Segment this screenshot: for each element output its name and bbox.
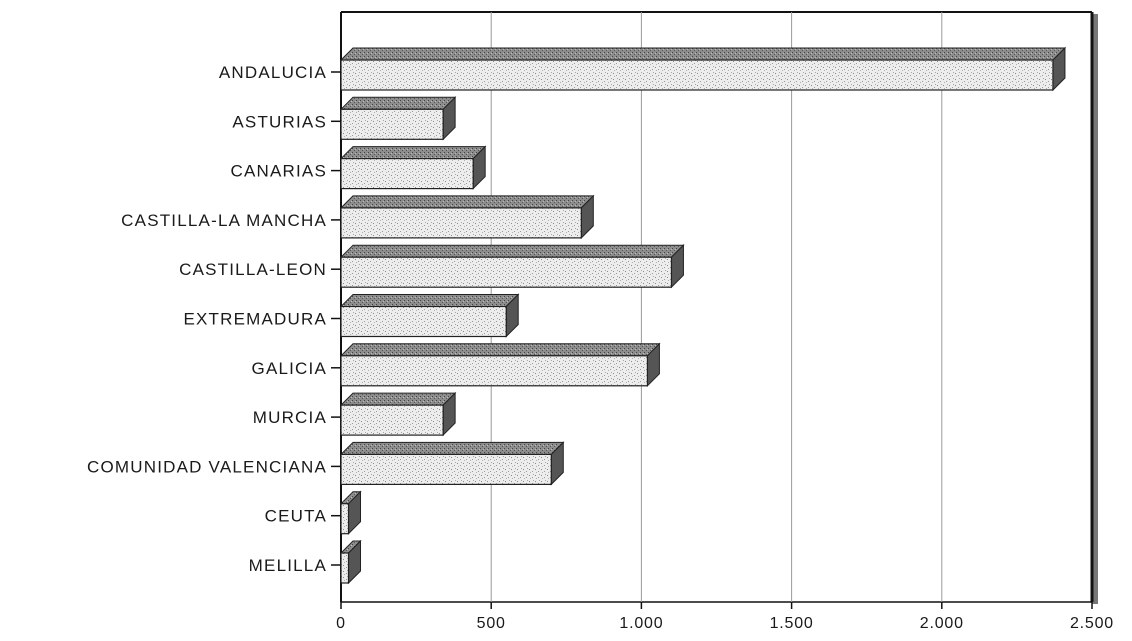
bar [339, 391, 457, 437]
bar [339, 46, 1067, 92]
category-labels: ANDALUCIA ASTURIAS CANARIAS CASTILLA-LA MAN… [87, 63, 341, 575]
bar [339, 243, 685, 289]
x-tick-label: 1.000 [619, 615, 663, 632]
category-label: EXTREMADURA [183, 310, 327, 329]
bar-top-face [339, 244, 685, 258]
bar [339, 96, 457, 141]
bar-front-face [340, 158, 474, 190]
bar-front-face [340, 305, 507, 338]
bar-top-face [339, 343, 661, 357]
gridlines [490, 12, 943, 602]
category-label: GALICIA [252, 359, 327, 378]
category-label: MURCIA [253, 408, 327, 427]
category-label: ASTURIAS [232, 112, 327, 131]
bar-top-face [339, 441, 565, 455]
bar-front-face [340, 108, 444, 140]
bar-top-face [339, 146, 487, 160]
bar-front-face [340, 207, 582, 239]
x-axis-ticks: 0 500 1.000 1.500 2.000 2.500 [336, 602, 1114, 632]
bars [339, 46, 1067, 585]
bar [339, 441, 565, 486]
category-label: MELILLA [249, 556, 327, 575]
category-label: COMUNIDAD VALENCIANA [87, 457, 327, 476]
category-label: ANDALUCIA [219, 63, 327, 82]
bar-top-face [339, 47, 1067, 61]
bar [339, 145, 487, 190]
bar-front-face [340, 256, 673, 288]
frame-shadow [1092, 14, 1098, 604]
bar [339, 293, 520, 338]
bar [339, 539, 362, 585]
bar-top-face [339, 294, 520, 307]
bar [339, 490, 362, 535]
bar-top-face [339, 96, 457, 110]
x-tick-label: 1.500 [770, 615, 814, 632]
bar-front-face [340, 355, 649, 387]
x-tick-label: 500 [477, 615, 506, 632]
category-label: CASTILLA-LEON [179, 260, 327, 279]
bar [339, 342, 661, 388]
x-tick-label: 2.500 [1070, 615, 1114, 632]
x-tick-label: 2.000 [920, 615, 964, 632]
category-label: CANARIAS [230, 162, 327, 181]
bar-front-face [340, 503, 350, 535]
bar-front-face [340, 404, 444, 436]
bar [339, 194, 595, 240]
x-tick-label: 0 [336, 615, 346, 632]
bar-top-face [339, 195, 595, 209]
category-label: CEUTA [265, 507, 327, 526]
bar-front-face [340, 552, 350, 584]
bar-front-face [340, 453, 552, 485]
category-label: CASTILLA-LA MANCHA [121, 211, 327, 230]
bar-front-face [340, 59, 1054, 91]
bar-top-face [339, 392, 457, 406]
